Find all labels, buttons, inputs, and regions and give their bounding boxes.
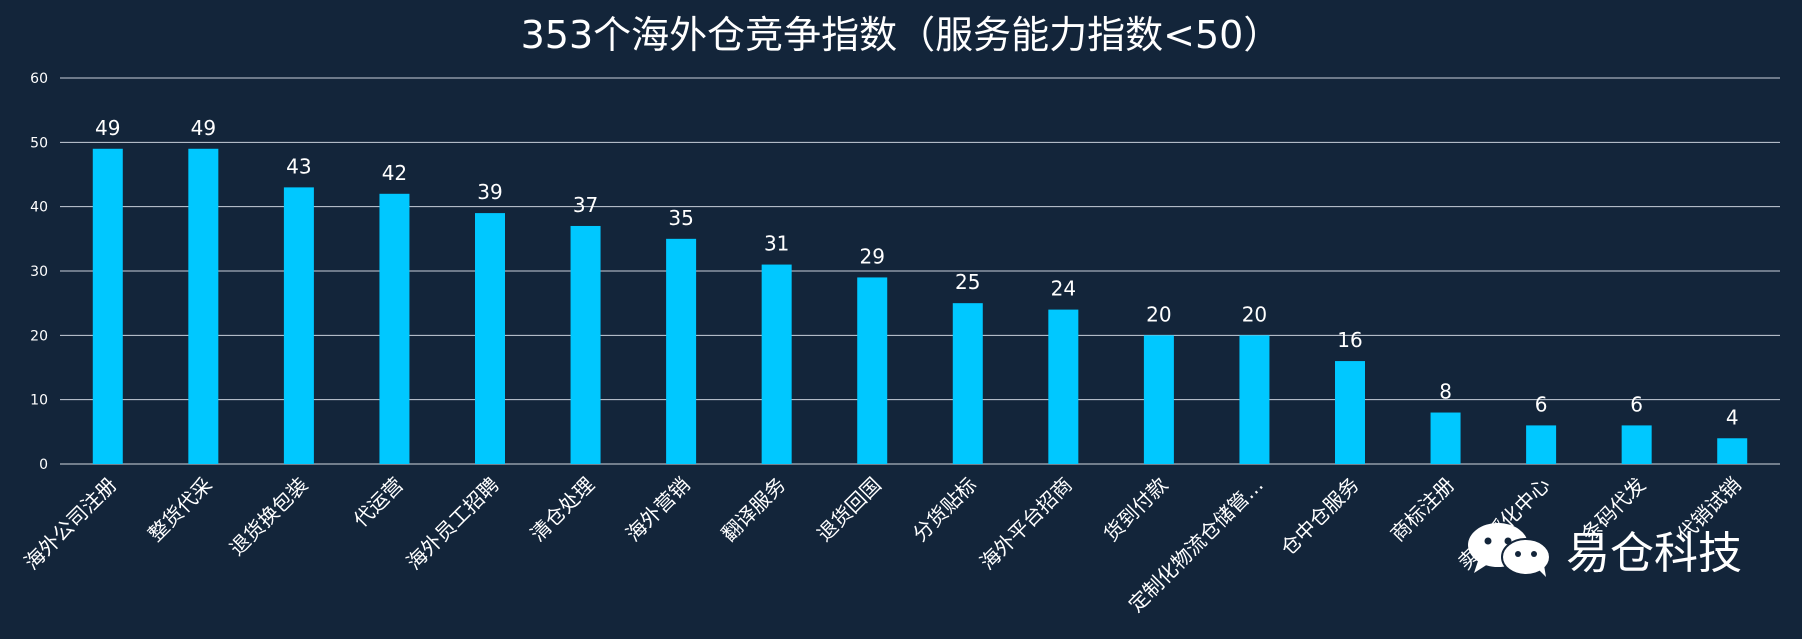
x-tick-label: 海外营销 <box>621 473 695 547</box>
grid-layer <box>60 77 1780 465</box>
y-tick-label: 0 <box>39 457 48 473</box>
x-tick-label: 商标注册 <box>1386 473 1460 547</box>
bars-layer <box>92 148 1748 465</box>
bar <box>1335 361 1365 464</box>
watermark: 易仓科技 <box>1460 517 1742 581</box>
bar <box>1621 425 1652 464</box>
y-axis-ticks: 0 10 20 30 40 50 60 <box>30 71 48 473</box>
data-label: 25 <box>955 270 980 294</box>
bar <box>283 187 314 464</box>
chart-title: 353个海外仓竞争指数（服务能力指数<50） <box>520 13 1282 57</box>
x-tick-label: 代运营 <box>349 473 408 532</box>
x-tick-label: 分货贴标 <box>908 473 982 547</box>
data-label: 20 <box>1146 302 1171 326</box>
bar <box>1239 335 1270 464</box>
bar <box>1526 425 1557 464</box>
bar <box>1143 335 1174 464</box>
bar <box>761 264 792 464</box>
bar <box>1430 412 1461 464</box>
data-label: 43 <box>286 154 311 178</box>
y-tick-label: 10 <box>30 393 48 409</box>
data-label: 29 <box>859 244 884 268</box>
bar <box>570 225 601 464</box>
x-tick-label: 整货代采 <box>143 473 217 547</box>
x-tick-label: 海外公司注册 <box>19 473 121 575</box>
data-label: 24 <box>1051 277 1076 301</box>
bar <box>952 303 983 464</box>
x-tick-label: 翻译服务 <box>717 473 791 547</box>
x-tick-label: 退货回国 <box>812 473 886 547</box>
data-label: 49 <box>95 116 120 140</box>
data-label: 35 <box>668 206 693 230</box>
bar <box>92 148 123 464</box>
bar <box>666 238 697 464</box>
data-label: 6 <box>1630 392 1643 416</box>
watermark-text: 易仓科技 <box>1566 528 1742 579</box>
data-label: 20 <box>1242 302 1267 326</box>
bar <box>379 193 410 465</box>
y-tick-label: 20 <box>30 328 48 344</box>
y-tick-label: 60 <box>30 71 48 87</box>
x-tick-label: 海外平台招商 <box>975 473 1077 575</box>
bar <box>857 277 888 464</box>
data-label: 8 <box>1439 380 1452 404</box>
x-tick-label: 货到付款 <box>1099 473 1173 547</box>
data-label: 4 <box>1726 405 1739 429</box>
data-label: 49 <box>191 116 216 140</box>
x-tick-label: 仓中仓服务 <box>1276 473 1364 561</box>
bar <box>1048 309 1079 464</box>
y-tick-label: 30 <box>30 264 48 280</box>
y-tick-label: 50 <box>30 135 48 151</box>
bar <box>188 148 219 464</box>
wechat-icon <box>1468 523 1551 577</box>
bar <box>1717 438 1748 464</box>
data-labels-layer: 49 49 43 42 39 37 35 31 29 25 24 20 20 16 8 6 6 4 <box>95 116 1739 430</box>
x-tick-label: 海外员工招聘 <box>402 473 504 575</box>
x-tick-label: 清仓处理 <box>526 473 600 547</box>
y-tick-label: 40 <box>30 200 48 216</box>
bar <box>475 213 505 464</box>
data-label: 16 <box>1337 328 1362 352</box>
data-label: 42 <box>382 161 407 185</box>
data-label: 37 <box>573 193 598 217</box>
data-label: 6 <box>1535 392 1548 416</box>
x-tick-label: 退货换包装 <box>225 473 313 561</box>
data-label: 39 <box>477 180 502 204</box>
data-label: 31 <box>764 232 789 256</box>
